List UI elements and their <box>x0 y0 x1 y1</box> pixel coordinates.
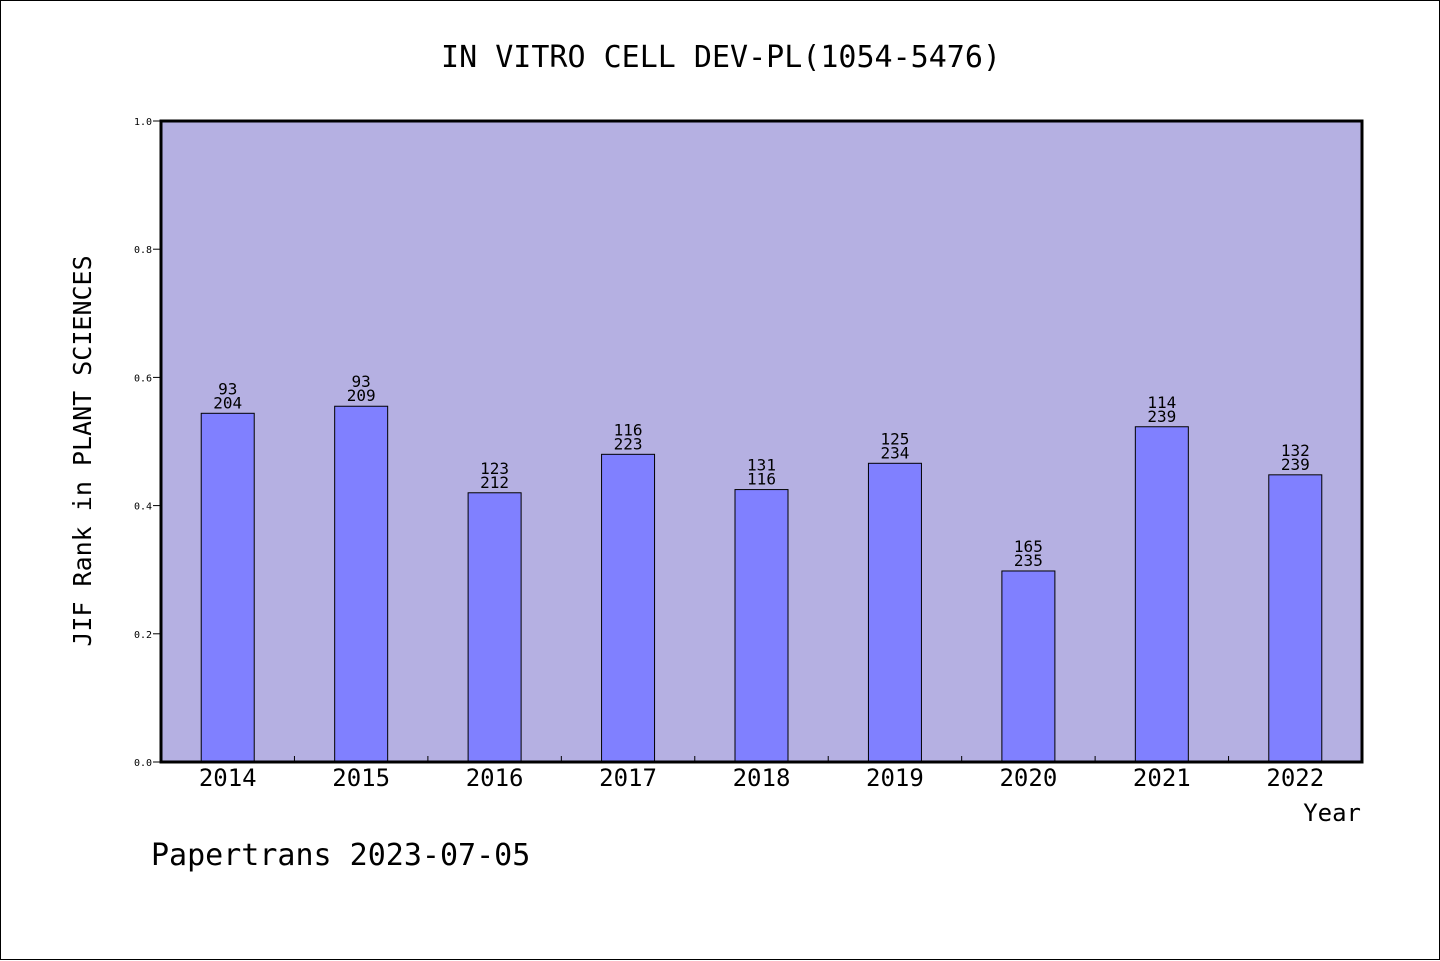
bars <box>200 405 1323 763</box>
x-tick-label: 2014 <box>199 764 257 792</box>
bar-total-label: 204 <box>213 393 242 412</box>
y-tick-label: 0.6 <box>134 373 152 384</box>
y-tick-label: 1.0 <box>134 117 152 128</box>
x-tick-label: 2018 <box>733 764 791 792</box>
x-axis-label: Year <box>1303 799 1361 827</box>
x-tick-label: 2020 <box>999 764 1057 792</box>
bar-rank-label: 132 <box>1281 441 1310 460</box>
bar-rank-label: 165 <box>1014 537 1043 556</box>
bar <box>1001 570 1056 763</box>
chart-title: IN VITRO CELL DEV-PL(1054-5476) <box>441 40 1001 75</box>
x-tick-label: 2017 <box>599 764 657 792</box>
bar-total-label: 209 <box>347 386 376 405</box>
footer-credit: Papertrans 2023-07-05 <box>151 838 530 873</box>
x-tick-label: 2016 <box>466 764 524 792</box>
bar-rank-label: 125 <box>880 429 909 448</box>
bar-rank-label: 114 <box>1147 393 1176 412</box>
plot-border <box>159 119 1364 764</box>
y-tick-label: 0.2 <box>134 630 152 641</box>
bar-rank-label: 123 <box>480 459 509 478</box>
bar <box>601 453 656 763</box>
bar-total-label: 212 <box>480 473 509 492</box>
bar-total-label: 116 <box>747 470 776 489</box>
bar <box>200 412 255 763</box>
y-tick-label: 0.8 <box>134 245 152 256</box>
bar-rank-label: 116 <box>614 420 643 439</box>
bar <box>867 462 922 763</box>
x-axis-labels: 2014 2015 2016 2017 2018 2019 2020 2021 2022 <box>199 764 1324 792</box>
x-tick-label: 2021 <box>1133 764 1191 792</box>
bar-total-label: 239 <box>1147 407 1176 426</box>
bar-total-label: 235 <box>1014 551 1043 570</box>
bar-rank-label: 93 <box>218 379 237 398</box>
bar <box>467 492 522 763</box>
y-tick-label: 0.0 <box>134 758 152 769</box>
bar <box>334 405 389 763</box>
x-tick-label: 2019 <box>866 764 924 792</box>
x-tick-label: 2015 <box>332 764 390 792</box>
bar-total-label: 223 <box>614 434 643 453</box>
bar <box>1268 474 1323 763</box>
bar <box>1134 426 1189 763</box>
y-tick-label: 0.4 <box>134 502 152 513</box>
y-axis-ticks: 0.0 0.2 0.4 0.6 0.8 1.0 <box>134 117 161 769</box>
bar-labels: 9320493209123212116223131116125234165235… <box>213 372 1309 570</box>
y-axis-label: JIF Rank in PLANT SCIENCES <box>68 255 97 646</box>
x-tick-label: 2022 <box>1266 764 1324 792</box>
bar-rank-label: 93 <box>352 372 371 391</box>
bar-total-label: 234 <box>880 443 909 462</box>
bar <box>734 489 789 763</box>
bar-total-label: 239 <box>1281 455 1310 474</box>
bar-rank-label: 131 <box>747 456 776 475</box>
